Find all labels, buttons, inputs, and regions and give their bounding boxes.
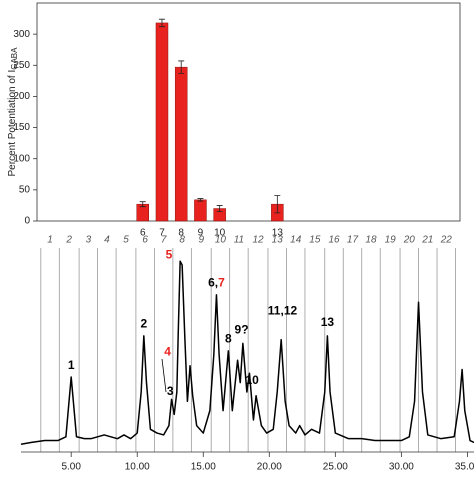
fraction-label: 9 [198,235,204,246]
fraction-label: 10 [215,235,227,246]
x-tick-label: 10.00 [125,462,150,473]
peak-label-part: 11,12 [268,304,298,318]
peak-label: 13 [321,315,335,329]
peak-label: 11,12 [268,304,298,318]
fraction-label: 3 [86,235,92,246]
y-tick-label: 250 [13,60,30,71]
leader-line [161,358,167,393]
error-bar [274,195,281,214]
x-tick-label: 8 [178,228,184,239]
error-bar [158,18,165,28]
y-tick-label: 300 [13,29,30,40]
fraction-label: 7 [161,235,167,246]
x-tick-label: 10 [214,228,226,239]
y-axis-label-subscript: GABA [10,47,19,70]
peak-label-part: 1 [68,358,75,372]
x-tick-label: 6 [140,228,146,239]
peak-label-part: 7 [218,276,225,290]
peak-label: 8 [225,332,232,346]
peak-label-part: 6, [208,276,218,290]
plot-frame [36,2,461,222]
fraction-label: 21 [421,235,433,246]
peak-label: 3 [167,384,174,398]
fraction-label: 17 [347,235,359,246]
fraction-label: 2 [65,235,72,246]
peak-label: 4 [164,345,171,359]
chromatogram-trace [20,260,474,445]
peak-label-part: 5 [166,248,173,262]
x-tick-label: 7 [159,228,165,239]
x-tick-label: 20.00 [257,462,282,473]
x-tick-label: 15.00 [191,462,216,473]
peak-label-part: 2 [140,317,147,331]
fraction-label: 13 [272,235,284,246]
peak-label: 10 [245,373,259,387]
peak-label: 6,7 [208,276,225,290]
fraction-label: 5 [123,235,129,246]
error-bar [139,201,146,208]
bar [174,66,188,222]
fraction-label: 19 [385,235,397,246]
peak-label-part: 3 [167,384,174,398]
peak-label-part: 9? [235,322,249,336]
peak-label-part: 13 [321,315,335,329]
fraction-label: 15 [309,235,321,246]
y-tick-label: 200 [13,91,30,102]
error-bar [216,205,223,213]
fraction-label: 16 [328,235,340,246]
error-bar [178,60,185,74]
fraction-label: 22 [440,235,453,246]
x-tick-label: 25.00 [323,462,348,473]
bar [155,22,169,222]
fraction-label: 1 [47,235,53,246]
x-tick-label: 13 [272,228,284,239]
peak-label: 9? [235,322,249,336]
y-axis-label: Percent Potentiation of IGABA [7,47,19,177]
peak-label: 2 [140,317,147,331]
fraction-label: 14 [290,235,302,246]
y-tick-label: 150 [13,122,30,133]
x-tick-label: 5.00 [61,462,81,473]
bar [194,199,207,222]
x-tick-label: 35.00 [455,462,474,473]
fraction-label: 11 [234,235,244,246]
peak-label: 1 [68,358,75,372]
fraction-label: 18 [365,235,377,246]
peak-label-part: 10 [245,373,259,387]
peak-label-part: 4 [164,345,171,359]
y-axis-label-main: Percent Potentiation of I [7,70,18,177]
fraction-label: 8 [179,235,185,246]
y-tick-label: 50 [19,184,31,195]
fraction-label: 20 [403,235,416,246]
x-tick-label: 30.00 [389,462,414,473]
fraction-label: 4 [104,235,110,246]
y-tick-label: 0 [24,216,30,227]
peak-label: 5 [166,248,173,262]
x-tick-label: 9 [198,228,204,239]
y-tick-label: 100 [13,153,30,164]
peak-label-part: 8 [225,332,232,346]
fraction-label: 6 [142,235,148,246]
error-bar [197,198,204,202]
fraction-label: 12 [253,235,265,246]
